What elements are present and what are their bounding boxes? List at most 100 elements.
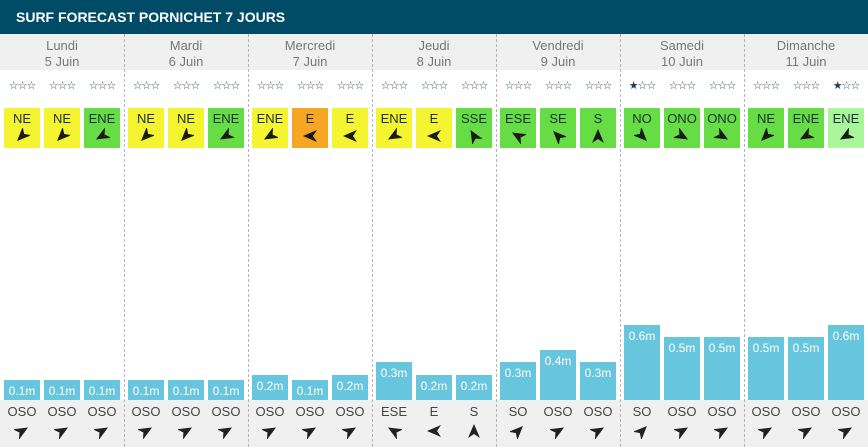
swell-arrow-icon bbox=[342, 427, 357, 439]
swell-row-bg bbox=[372, 400, 496, 447]
star-empty-icon: ☆ bbox=[584, 80, 595, 92]
wave-height-label: 0.1m bbox=[88, 384, 116, 398]
rating-stars: ☆☆☆ bbox=[499, 79, 537, 93]
forecast-slot[interactable]: ☆☆☆ NE 0.5m OSO bbox=[747, 34, 785, 447]
star-empty-icon: ☆ bbox=[265, 80, 276, 92]
wave-height-bar: 0.2m bbox=[416, 375, 452, 400]
star-empty-icon: ☆ bbox=[230, 80, 240, 92]
star-empty-icon: ☆ bbox=[66, 80, 76, 92]
star-empty-icon: ☆ bbox=[256, 80, 267, 92]
day-column: Dimanche 11 Juin ☆☆☆ NE 0.5m OSO ☆☆☆ ENE 0.5m OSO… bbox=[744, 34, 868, 447]
forecast-slot[interactable]: ☆☆☆ S 0.3m OSO bbox=[579, 34, 617, 447]
star-empty-icon: ☆ bbox=[354, 80, 364, 92]
forecast-slot[interactable]: ☆☆☆ NE 0.1m OSO bbox=[43, 34, 81, 447]
wind-direction-label: E bbox=[345, 111, 355, 126]
star-empty-icon: ☆ bbox=[212, 80, 223, 92]
rating-stars: ☆☆☆ bbox=[703, 79, 741, 93]
day-header: Jeudi 8 Juin bbox=[372, 34, 496, 70]
star-empty-icon: ☆ bbox=[132, 80, 143, 92]
wind-arrow-icon bbox=[263, 128, 278, 140]
forecast-slot[interactable]: ★☆☆ NO 0.6m SO bbox=[623, 34, 661, 447]
forecast-slot[interactable]: ☆☆☆ ONO 0.5m OSO bbox=[703, 34, 741, 447]
forecast-slot[interactable]: ☆☆☆ SSE 0.2m S bbox=[455, 34, 493, 447]
star-empty-icon: ☆ bbox=[398, 80, 408, 92]
swell-row-bg bbox=[124, 400, 248, 447]
star-empty-icon: ☆ bbox=[522, 80, 532, 92]
wind-indicator: ONO bbox=[664, 108, 700, 148]
star-empty-icon: ☆ bbox=[97, 80, 108, 92]
wind-arrow-icon bbox=[761, 128, 774, 141]
star-empty-icon: ☆ bbox=[26, 80, 36, 92]
swell-direction-label: S bbox=[469, 404, 479, 419]
wind-direction-label: NE bbox=[52, 111, 72, 126]
wind-direction-label: NE bbox=[136, 111, 156, 126]
day-date: 10 Juin bbox=[661, 54, 703, 69]
swell-arrow-icon bbox=[714, 427, 729, 439]
wind-direction-label: SE bbox=[549, 111, 567, 126]
wind-direction-label: ENE bbox=[256, 111, 284, 126]
star-empty-icon: ☆ bbox=[141, 80, 152, 92]
rating-stars: ☆☆☆ bbox=[579, 79, 617, 93]
wind-indicator: ENE bbox=[828, 108, 864, 148]
wave-height-label: 0.2m bbox=[460, 379, 488, 393]
wind-indicator: NO bbox=[624, 108, 660, 148]
swell-arrow-icon bbox=[302, 427, 317, 439]
forecast-slot[interactable]: ☆☆☆ ENE 0.2m OSO bbox=[251, 34, 289, 447]
forecast-slot[interactable]: ☆☆☆ E 0.2m E bbox=[415, 34, 453, 447]
forecast-slot[interactable]: ☆☆☆ ENE 0.1m OSO bbox=[83, 34, 121, 447]
star-empty-icon: ☆ bbox=[469, 80, 480, 92]
star-empty-icon: ☆ bbox=[345, 80, 356, 92]
wave-height-bar: 0.2m bbox=[252, 375, 288, 400]
star-empty-icon: ☆ bbox=[57, 80, 68, 92]
forecast-slot[interactable]: ☆☆☆ E 0.1m OSO bbox=[291, 34, 329, 447]
wind-indicator: E bbox=[416, 108, 452, 148]
wind-indicator: NE bbox=[748, 108, 784, 148]
forecast-slot[interactable]: ☆☆☆ SE 0.4m OSO bbox=[539, 34, 577, 447]
wind-indicator: ENE bbox=[788, 108, 824, 148]
forecast-slot[interactable]: ☆☆☆ ONO 0.5m OSO bbox=[663, 34, 701, 447]
wind-arrow-icon bbox=[634, 128, 647, 141]
swell-row-bg bbox=[620, 400, 744, 447]
wind-indicator: S bbox=[580, 108, 616, 148]
forecast-slot[interactable]: ☆☆☆ ENE 0.3m ESE bbox=[375, 34, 413, 447]
forecast-slot[interactable]: ☆☆☆ NE 0.1m OSO bbox=[167, 34, 205, 447]
wave-height-bar: 0.1m bbox=[128, 380, 164, 400]
rating-stars: ☆☆☆ bbox=[787, 79, 825, 93]
wave-height-label: 0.1m bbox=[296, 384, 324, 398]
rating-stars: ☆☆☆ bbox=[3, 79, 41, 93]
forecast-slot[interactable]: ☆☆☆ NE 0.1m OSO bbox=[127, 34, 165, 447]
forecast-slot[interactable]: ☆☆☆ E 0.2m OSO bbox=[331, 34, 369, 447]
wave-height-label: 0.5m bbox=[752, 341, 780, 355]
forecast-slot[interactable]: ☆☆☆ ENE 0.1m OSO bbox=[207, 34, 245, 447]
star-empty-icon: ☆ bbox=[553, 80, 564, 92]
wind-direction-label: ESE bbox=[504, 111, 531, 126]
wave-height-label: 0.5m bbox=[708, 341, 736, 355]
swell-direction-label: OSO bbox=[255, 404, 285, 419]
swell-arrow-icon bbox=[178, 427, 193, 439]
forecast-slot[interactable]: ☆☆☆ ENE 0.5m OSO bbox=[787, 34, 825, 447]
wind-arrow-icon bbox=[839, 128, 854, 140]
forecast-slot[interactable]: ★☆☆ ENE 0.6m OSO bbox=[827, 34, 865, 447]
swell-arrow-icon bbox=[838, 427, 853, 439]
wind-direction-label: ENE bbox=[212, 111, 240, 126]
swell-direction-label: OSO bbox=[583, 404, 613, 419]
wave-height-label: 0.1m bbox=[172, 384, 200, 398]
wind-direction-label: NE bbox=[176, 111, 196, 126]
wave-height-bar: 0.1m bbox=[84, 380, 120, 400]
wind-indicator: ESE bbox=[500, 108, 536, 148]
forecast-slot[interactable]: ☆☆☆ ESE 0.3m SO bbox=[499, 34, 537, 447]
wave-height-bar: 0.2m bbox=[456, 375, 492, 400]
forecast-slot[interactable]: ☆☆☆ NE 0.1m OSO bbox=[3, 34, 41, 447]
wave-height-bar: 0.5m bbox=[788, 337, 824, 400]
swell-direction-label: OSO bbox=[667, 404, 697, 419]
star-filled-icon: ★ bbox=[832, 80, 843, 92]
star-empty-icon: ☆ bbox=[478, 80, 488, 92]
wave-height-bar: 0.1m bbox=[4, 380, 40, 400]
wind-direction-label: NE bbox=[756, 111, 776, 126]
star-empty-icon: ☆ bbox=[314, 80, 324, 92]
rating-stars: ☆☆☆ bbox=[663, 79, 701, 93]
star-empty-icon: ☆ bbox=[770, 80, 780, 92]
rating-stars: ☆☆☆ bbox=[747, 79, 785, 93]
swell-arrow-icon bbox=[550, 427, 565, 439]
wind-arrow-icon bbox=[141, 128, 154, 141]
